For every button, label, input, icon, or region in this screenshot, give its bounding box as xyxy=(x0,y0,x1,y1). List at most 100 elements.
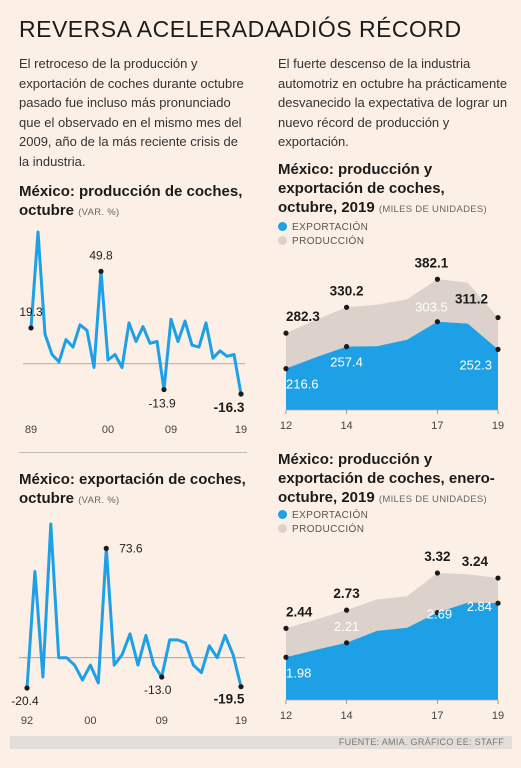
data-label: 49.8 xyxy=(89,248,113,262)
chart3-title-text: México: producción y exportación de coch… xyxy=(278,161,445,216)
data-point xyxy=(98,268,104,274)
export-area xyxy=(286,321,498,410)
production-label: 3.24 xyxy=(462,554,489,569)
production-label: 2.73 xyxy=(333,586,360,601)
x-tick-label: 19 xyxy=(235,715,247,727)
x-tick-label: 09 xyxy=(156,715,168,727)
legend-export-swatch xyxy=(278,510,287,519)
data-point xyxy=(161,386,167,393)
chart2-title: México: exportación de coches, octubre (… xyxy=(19,470,259,510)
data-point xyxy=(103,545,109,551)
legend-export-swatch xyxy=(278,222,287,231)
legend-export: EXPORTACIÓN xyxy=(278,221,368,235)
production-label: 2.44 xyxy=(286,604,313,619)
chart4-unit: (MILES DE UNIDADES) xyxy=(378,494,487,505)
right-intro: El fuerte descenso de la industria autom… xyxy=(278,56,508,149)
production-label: 311.2 xyxy=(455,292,488,307)
x-tick-label: 17 xyxy=(431,710,443,722)
production-point xyxy=(434,276,441,282)
export-label: 2.21 xyxy=(334,619,359,634)
legend-production-label: PRODUCCIÓN xyxy=(292,524,365,535)
chart4-title: México: producción y exportación de coch… xyxy=(278,450,513,509)
x-tick-label: 00 xyxy=(84,715,96,727)
data-label: -16.3 xyxy=(214,400,245,415)
source-footer: FUENTE: AMIA. GRÁFICO EE: STAFF xyxy=(10,736,512,749)
x-tick-label: 00 xyxy=(102,424,114,436)
chart4-title-text: México: producción y exportación de coch… xyxy=(278,451,495,506)
data-label: -13.0 xyxy=(144,683,172,697)
x-tick-label: 89 xyxy=(25,424,37,436)
series-line xyxy=(25,522,243,689)
production-point xyxy=(495,314,501,321)
chart3-legend: EXPORTACIÓN PRODUCCIÓN xyxy=(278,221,368,249)
production-point xyxy=(283,330,289,336)
production-point xyxy=(495,575,501,581)
series-line xyxy=(29,230,243,395)
legend-export: EXPORTACIÓN xyxy=(278,509,368,523)
production-point xyxy=(434,570,441,576)
export-label: 216.6 xyxy=(286,377,319,392)
export-label: 2.84 xyxy=(467,599,492,614)
legend-production: PRODUCCIÓN xyxy=(278,523,368,537)
x-tick-label: 14 xyxy=(340,420,352,432)
x-tick-label: 92 xyxy=(21,715,33,727)
data-point xyxy=(159,674,165,680)
export-point xyxy=(283,654,289,660)
x-tick-label: 17 xyxy=(431,420,443,432)
export-label: 252.3 xyxy=(459,357,492,372)
export-label: 2.69 xyxy=(427,607,452,622)
divider xyxy=(19,452,247,453)
x-tick-label: 19 xyxy=(492,420,504,432)
production-point xyxy=(343,607,350,613)
data-point xyxy=(28,325,34,331)
data-label: -19.5 xyxy=(214,692,245,707)
legend-export-label: EXPORTACIÓN xyxy=(292,222,369,233)
left-headline: REVERSA ACELERADA xyxy=(19,16,281,42)
legend-production-label: PRODUCCIÓN xyxy=(292,236,365,247)
x-tick-label: 09 xyxy=(165,424,177,436)
x-tick-label: 12 xyxy=(280,710,292,722)
data-label: -13.9 xyxy=(148,397,176,411)
chart1-unit: (VAR. %) xyxy=(78,207,120,218)
legend-production-swatch xyxy=(278,236,287,245)
chart2-title-text: México: exportación de coches, octubre xyxy=(19,471,246,507)
export-point xyxy=(434,610,441,616)
source-text: FUENTE: AMIA. GRÁFICO EE: STAFF xyxy=(338,737,504,747)
legend-export-label: EXPORTACIÓN xyxy=(292,510,369,521)
export-label: 1.98 xyxy=(286,665,311,680)
data-point xyxy=(24,685,30,691)
x-tick-label: 19 xyxy=(235,424,247,436)
chart3-title: México: producción y exportación de coch… xyxy=(278,160,508,219)
export-point xyxy=(495,346,501,352)
production-label: 282.3 xyxy=(286,309,320,324)
export-label: 257.4 xyxy=(330,355,363,370)
export-point xyxy=(283,366,289,372)
chart1-title-text: México: producción de coches, octubre xyxy=(19,183,243,219)
data-label: 19.3 xyxy=(19,305,43,319)
production-label: 382.1 xyxy=(415,255,449,270)
data-label: -20.4 xyxy=(11,694,39,708)
chart2-unit: (VAR. %) xyxy=(78,495,120,506)
x-tick-label: 12 xyxy=(280,420,292,432)
production-label: 3.32 xyxy=(424,549,450,564)
x-tick-label: 14 xyxy=(340,710,352,722)
chart4-legend: EXPORTACIÓN PRODUCCIÓN xyxy=(278,509,368,537)
export-point xyxy=(434,319,441,325)
export-point xyxy=(343,344,350,350)
export-point xyxy=(495,600,501,606)
x-tick-label: 19 xyxy=(492,710,504,722)
production-point xyxy=(343,304,350,310)
right-headline: ADIÓS RÉCORD xyxy=(278,16,462,42)
legend-production: PRODUCCIÓN xyxy=(278,235,368,249)
data-point xyxy=(238,684,244,690)
export-point xyxy=(343,640,350,646)
production-point xyxy=(283,625,289,631)
export-area xyxy=(286,602,498,700)
data-point xyxy=(238,391,244,397)
production-label: 330.2 xyxy=(330,283,364,298)
left-intro: El retroceso de la producción y exportac… xyxy=(19,56,244,169)
data-label: 73.6 xyxy=(119,541,143,555)
